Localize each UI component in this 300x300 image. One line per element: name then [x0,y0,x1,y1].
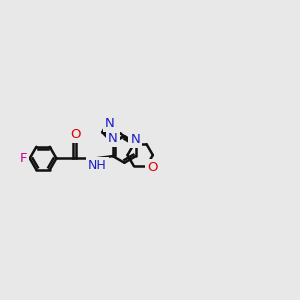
Text: NH: NH [88,159,106,172]
Text: O: O [147,161,158,174]
Text: O: O [71,128,81,141]
Text: N: N [105,117,115,130]
Text: N: N [108,132,118,145]
Text: F: F [20,152,27,165]
Text: N: N [130,133,140,146]
